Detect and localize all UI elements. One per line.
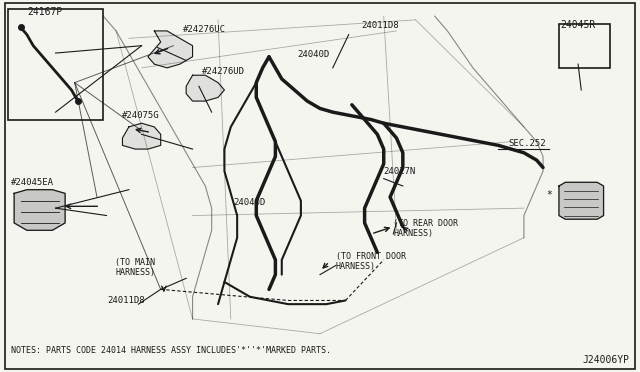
Text: #24075G: #24075G — [122, 111, 160, 121]
Text: 24011D8: 24011D8 — [107, 296, 145, 305]
Polygon shape — [122, 123, 161, 149]
Text: NOTES: PARTS CODE 24014 HARNESS ASSY INCLUDES'*''*'MARKED PARTS.: NOTES: PARTS CODE 24014 HARNESS ASSY INC… — [11, 346, 331, 355]
Text: 24027N: 24027N — [384, 167, 416, 176]
Text: 24045R: 24045R — [561, 20, 596, 31]
Text: (TO FRONT DOOR
HARNESS): (TO FRONT DOOR HARNESS) — [336, 252, 406, 272]
Polygon shape — [148, 31, 193, 68]
Text: *: * — [546, 190, 552, 200]
Polygon shape — [14, 190, 65, 230]
Text: #24276UC: #24276UC — [183, 25, 226, 33]
Polygon shape — [559, 182, 604, 219]
Text: #24045EA: #24045EA — [11, 178, 54, 187]
Text: #24276UD: #24276UD — [202, 67, 245, 76]
Text: 24040D: 24040D — [234, 198, 266, 207]
Text: 24040D: 24040D — [298, 51, 330, 60]
Text: (TO MAIN
HARNESS): (TO MAIN HARNESS) — [115, 257, 156, 277]
Polygon shape — [186, 75, 225, 101]
Text: J24006YP: J24006YP — [582, 355, 629, 365]
Text: 24011D8: 24011D8 — [362, 21, 399, 30]
Text: SEC.252: SEC.252 — [508, 139, 546, 148]
Bar — [8, 9, 103, 119]
Text: (TO REAR DOOR
HARNESS): (TO REAR DOOR HARNESS) — [394, 219, 458, 238]
Text: 24167P: 24167P — [27, 7, 62, 17]
Bar — [559, 23, 610, 68]
